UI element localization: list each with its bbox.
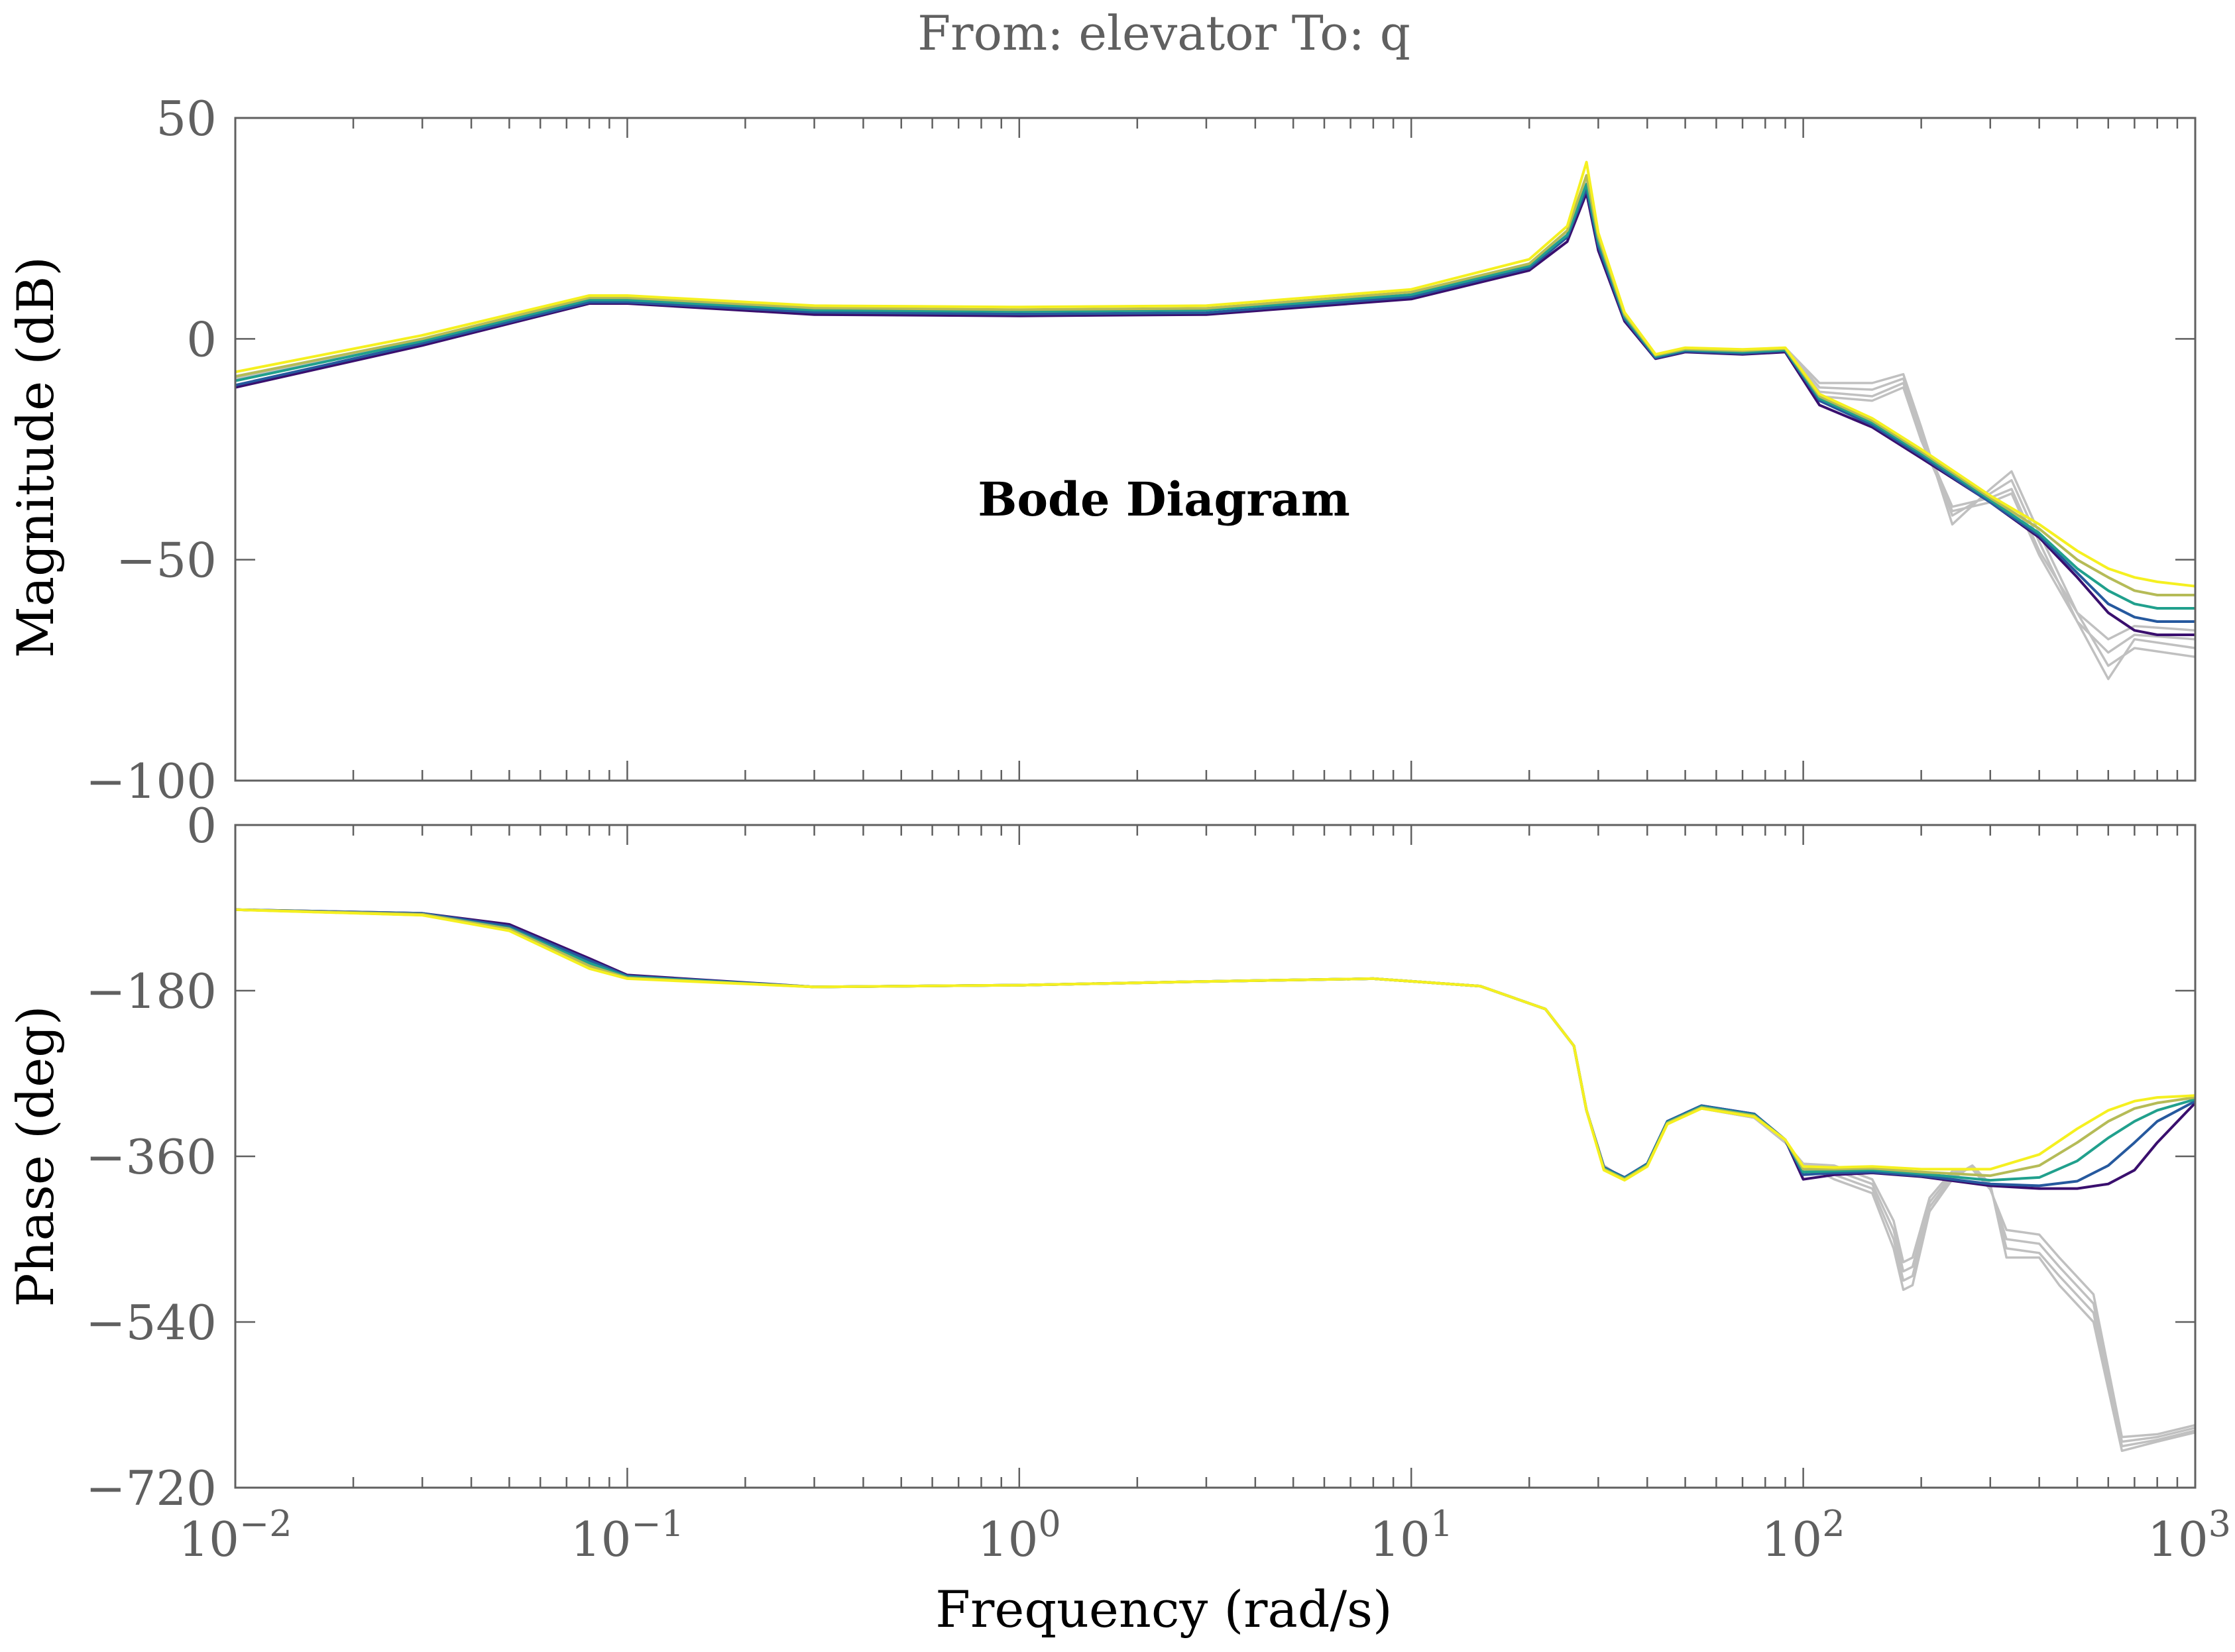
phase-series-line-6 (235, 908, 2195, 1182)
magnitude-y-tick-label: −100 (86, 753, 217, 809)
magnitude-plot: 50 0 −50 −100 (86, 91, 2197, 809)
phase-series-line-8 (235, 908, 2195, 1182)
phase-series-line-7 (235, 908, 2195, 1181)
phase-series-line-0 (235, 909, 2195, 1453)
magnitude-series-line-4 (235, 192, 2195, 636)
magnitude-series-line-3 (235, 178, 2195, 681)
magnitude-series-line-7 (235, 174, 2195, 596)
x-tick-label: 103 (2148, 1503, 2231, 1567)
phase-y-tick-label: −540 (86, 1295, 217, 1350)
io-pair-title: From: elevator To: q (917, 5, 1410, 61)
phase-series-line-5 (235, 908, 2195, 1187)
phase-axes-frame (234, 824, 2197, 1489)
phase-plot: 0 −180 −360 −540 −720 (86, 798, 2197, 1516)
magnitude-series-line-8 (235, 160, 2195, 588)
x-tick-label: 100 (978, 1503, 1061, 1567)
magnitude-y-tick-label: −50 (116, 533, 217, 588)
magnitude-y-axis-title: Magnitude (dB) (6, 256, 65, 658)
x-tick-label: 10−2 (178, 1503, 292, 1567)
x-axis-title: Frequency (rad/s) (935, 1580, 1392, 1639)
magnitude-series-line-5 (235, 187, 2195, 623)
magnitude-y-tick-label: 0 (186, 311, 217, 367)
x-tick-labels: 10−2 10−1 100 101 102 103 (178, 1503, 2231, 1567)
magnitude-series-line-1 (235, 178, 2195, 654)
phase-y-tick-label: −720 (86, 1460, 217, 1516)
phase-y-tick-label: −180 (86, 964, 217, 1019)
magnitude-series-line-6 (235, 183, 2195, 610)
phase-y-tick-label: 0 (186, 798, 217, 854)
phase-series-line-4 (235, 908, 2195, 1190)
x-tick-label: 102 (1762, 1503, 1845, 1567)
chart-title: Bode Diagram (978, 472, 1350, 527)
magnitude-y-tick-label: 50 (156, 91, 217, 146)
phase-y-axis-title: Phase (deg) (6, 1005, 65, 1307)
phase-y-tick-label: −360 (86, 1129, 217, 1185)
magnitude-axes-frame (234, 117, 2197, 782)
x-tick-label: 101 (1369, 1503, 1453, 1567)
magnitude-series-line-0 (235, 178, 2195, 667)
magnitude-series-line-2 (235, 178, 2195, 641)
x-tick-label: 10−1 (571, 1503, 684, 1567)
phase-series-line-1 (235, 909, 2195, 1448)
